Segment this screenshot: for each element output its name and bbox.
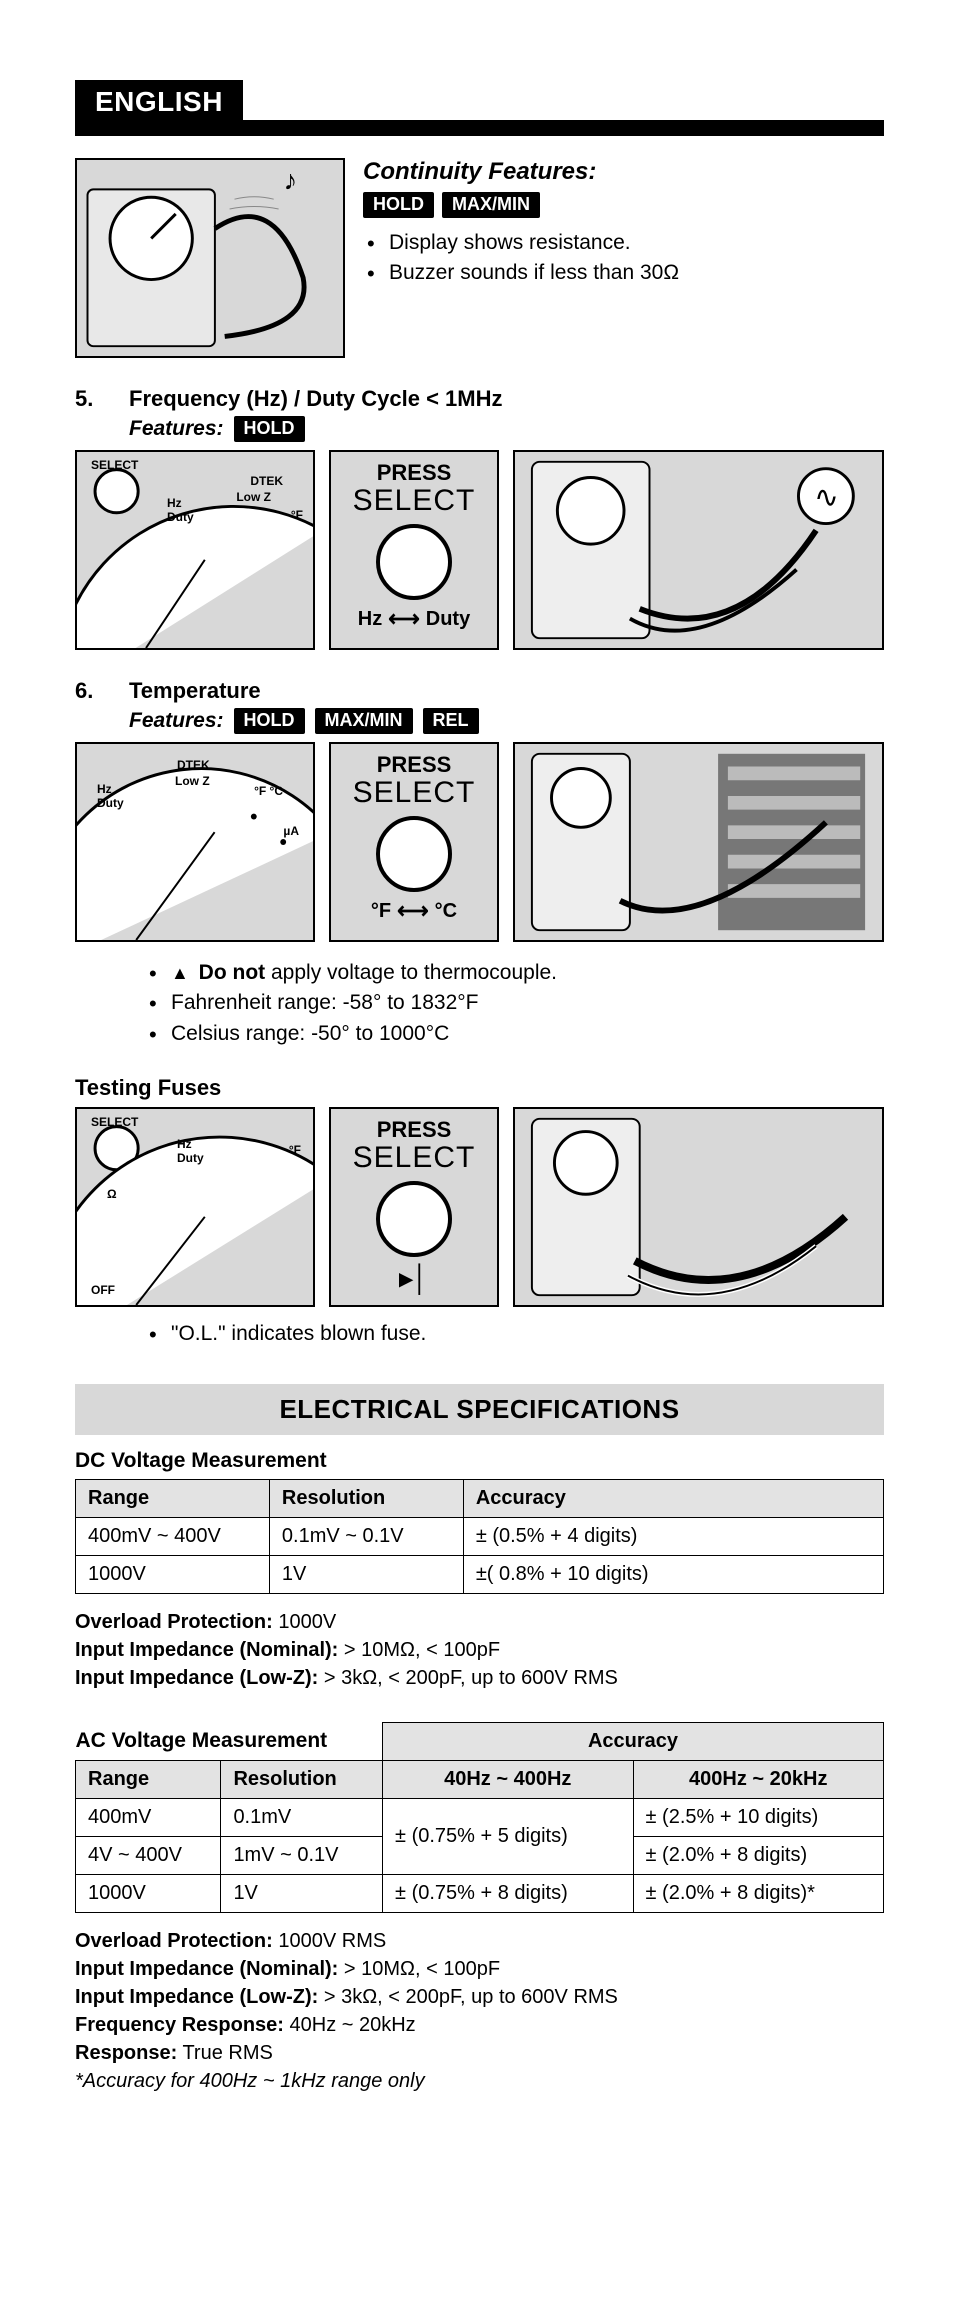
continuity-figure: ♪ xyxy=(75,158,345,358)
svg-text:♪: ♪ xyxy=(284,164,298,195)
select-label: SELECT xyxy=(331,776,497,810)
press-label: PRESS xyxy=(331,460,497,486)
sec5-dial-figure: SELECT DTEK Low Z Hz Duty °F xyxy=(75,450,315,650)
sec6-press-box: PRESS SELECT °F ⟷ °C xyxy=(329,742,499,942)
select-button-icon xyxy=(376,524,452,600)
press-left: °F xyxy=(371,900,391,923)
sec6-figures: DTEK Low Z Hz Duty °F °C µA PRESS SELECT… xyxy=(75,742,884,942)
sec5-title: Frequency (Hz) / Duty Cycle < 1MHz xyxy=(129,386,502,412)
language-label: ENGLISH xyxy=(75,80,243,126)
ac-table: AC Voltage Measurement Accuracy Range Re… xyxy=(75,1722,884,1914)
col-acc1: 40Hz ~ 400Hz xyxy=(383,1761,633,1799)
features-label: Features: xyxy=(129,709,224,733)
sec6-probe-figure xyxy=(513,742,884,942)
sec6-num: 6. xyxy=(75,678,107,704)
svg-text:∿: ∿ xyxy=(814,481,839,514)
continuity-pills: HOLD MAX/MIN xyxy=(363,192,884,218)
bullet: Celsius range: -50° to 1000°C xyxy=(145,1019,884,1049)
sec5-press-box: PRESS SELECT Hz ⟷ Duty xyxy=(329,450,499,650)
arrow-icon: ⟷ xyxy=(397,898,429,924)
col-acc2: 400Hz ~ 20kHz xyxy=(633,1761,884,1799)
press-label: PRESS xyxy=(331,1117,497,1143)
features-label: Features: xyxy=(129,417,224,441)
table-row: 1000V 1V ± (0.75% + 8 digits) ± (2.0% + … xyxy=(76,1875,884,1913)
col-range: Range xyxy=(76,1479,270,1517)
sec6-bullets: Do not apply voltage to thermocouple. Fa… xyxy=(145,958,884,1049)
select-button-icon xyxy=(376,816,452,892)
sec5-features: Features: HOLD xyxy=(129,416,884,442)
pill-maxmin: MAX/MIN xyxy=(442,192,540,218)
fuses-figures: SELECT Hz Duty °F Ω OFF PRESS SELECT ▸│ xyxy=(75,1107,884,1307)
fuses-press-box: PRESS SELECT ▸│ xyxy=(329,1107,499,1307)
fuses-title: Testing Fuses xyxy=(75,1075,884,1101)
sec6-title: Temperature xyxy=(129,678,261,704)
pill-rel: REL xyxy=(423,708,479,734)
dc-title: DC Voltage Measurement xyxy=(75,1449,884,1473)
press-right: Duty xyxy=(426,608,470,631)
ac-footnote: *Accuracy for 400Hz ~ 1kHz range only xyxy=(75,2067,884,2095)
col-range: Range xyxy=(76,1761,221,1799)
sec6-features: Features: HOLD MAX/MIN REL xyxy=(129,708,884,734)
sec6-header: 6. Temperature xyxy=(75,678,884,704)
sec5-num: 5. xyxy=(75,386,107,412)
press-label: PRESS xyxy=(331,752,497,778)
fuses-bullets: "O.L." indicates blown fuse. xyxy=(145,1319,884,1349)
fuses-probe-figure xyxy=(513,1107,884,1307)
warning-icon xyxy=(171,961,193,984)
col-resolution: Resolution xyxy=(221,1761,383,1799)
ac-notes: Overload Protection: 1000V RMS Input Imp… xyxy=(75,1927,884,2095)
fuses-dial-figure: SELECT Hz Duty °F Ω OFF xyxy=(75,1107,315,1307)
col-resolution: Resolution xyxy=(269,1479,463,1517)
dc-table: Range Resolution Accuracy 400mV ~ 400V 0… xyxy=(75,1479,884,1594)
select-label: SELECT xyxy=(331,484,497,518)
ac-title: AC Voltage Measurement xyxy=(76,1729,328,1752)
bullet: "O.L." indicates blown fuse. xyxy=(145,1319,884,1349)
continuity-bullets: Display shows resistance. Buzzer sounds … xyxy=(363,228,884,289)
col-accuracy: Accuracy xyxy=(463,1479,883,1517)
sec5-figures: SELECT DTEK Low Z Hz Duty °F PRESS SELEC… xyxy=(75,450,884,650)
press-left: Hz xyxy=(358,608,382,631)
pill-hold: HOLD xyxy=(234,708,305,734)
select-label: SELECT xyxy=(331,1141,497,1175)
table-row: 400mV ~ 400V 0.1mV ~ 0.1V ± (0.5% + 4 di… xyxy=(76,1517,884,1555)
bullet: Buzzer sounds if less than 30Ω xyxy=(363,258,884,288)
select-button-icon xyxy=(376,1181,452,1257)
sec5-probe-figure: ∿ xyxy=(513,450,884,650)
sec6-dial-figure: DTEK Low Z Hz Duty °F °C µA xyxy=(75,742,315,942)
pill-hold: HOLD xyxy=(234,416,305,442)
arrow-icon: ⟷ xyxy=(388,606,420,632)
bullet: Fahrenheit range: -58° to 1832°F xyxy=(145,988,884,1018)
diode-icon: ▸│ xyxy=(399,1263,428,1294)
bullet: Do not apply voltage to thermocouple. xyxy=(145,958,884,988)
continuity-title: Continuity Features: xyxy=(363,158,884,186)
spec-header: ELECTRICAL SPECIFICATIONS xyxy=(75,1384,884,1435)
sec5-header: 5. Frequency (Hz) / Duty Cycle < 1MHz xyxy=(75,386,884,412)
pill-hold: HOLD xyxy=(363,192,434,218)
press-right: °C xyxy=(435,900,457,923)
dc-notes: Overload Protection: 1000V Input Impedan… xyxy=(75,1608,884,1692)
continuity-section: ♪ Continuity Features: HOLD MAX/MIN Disp… xyxy=(75,158,884,358)
table-row: 1000V 1V ±( 0.8% + 10 digits) xyxy=(76,1555,884,1593)
pill-maxmin: MAX/MIN xyxy=(315,708,413,734)
bullet: Display shows resistance. xyxy=(363,228,884,258)
table-row: 400mV 0.1mV ± (0.75% + 5 digits) ± (2.5%… xyxy=(76,1799,884,1837)
col-accuracy: Accuracy xyxy=(383,1722,884,1761)
